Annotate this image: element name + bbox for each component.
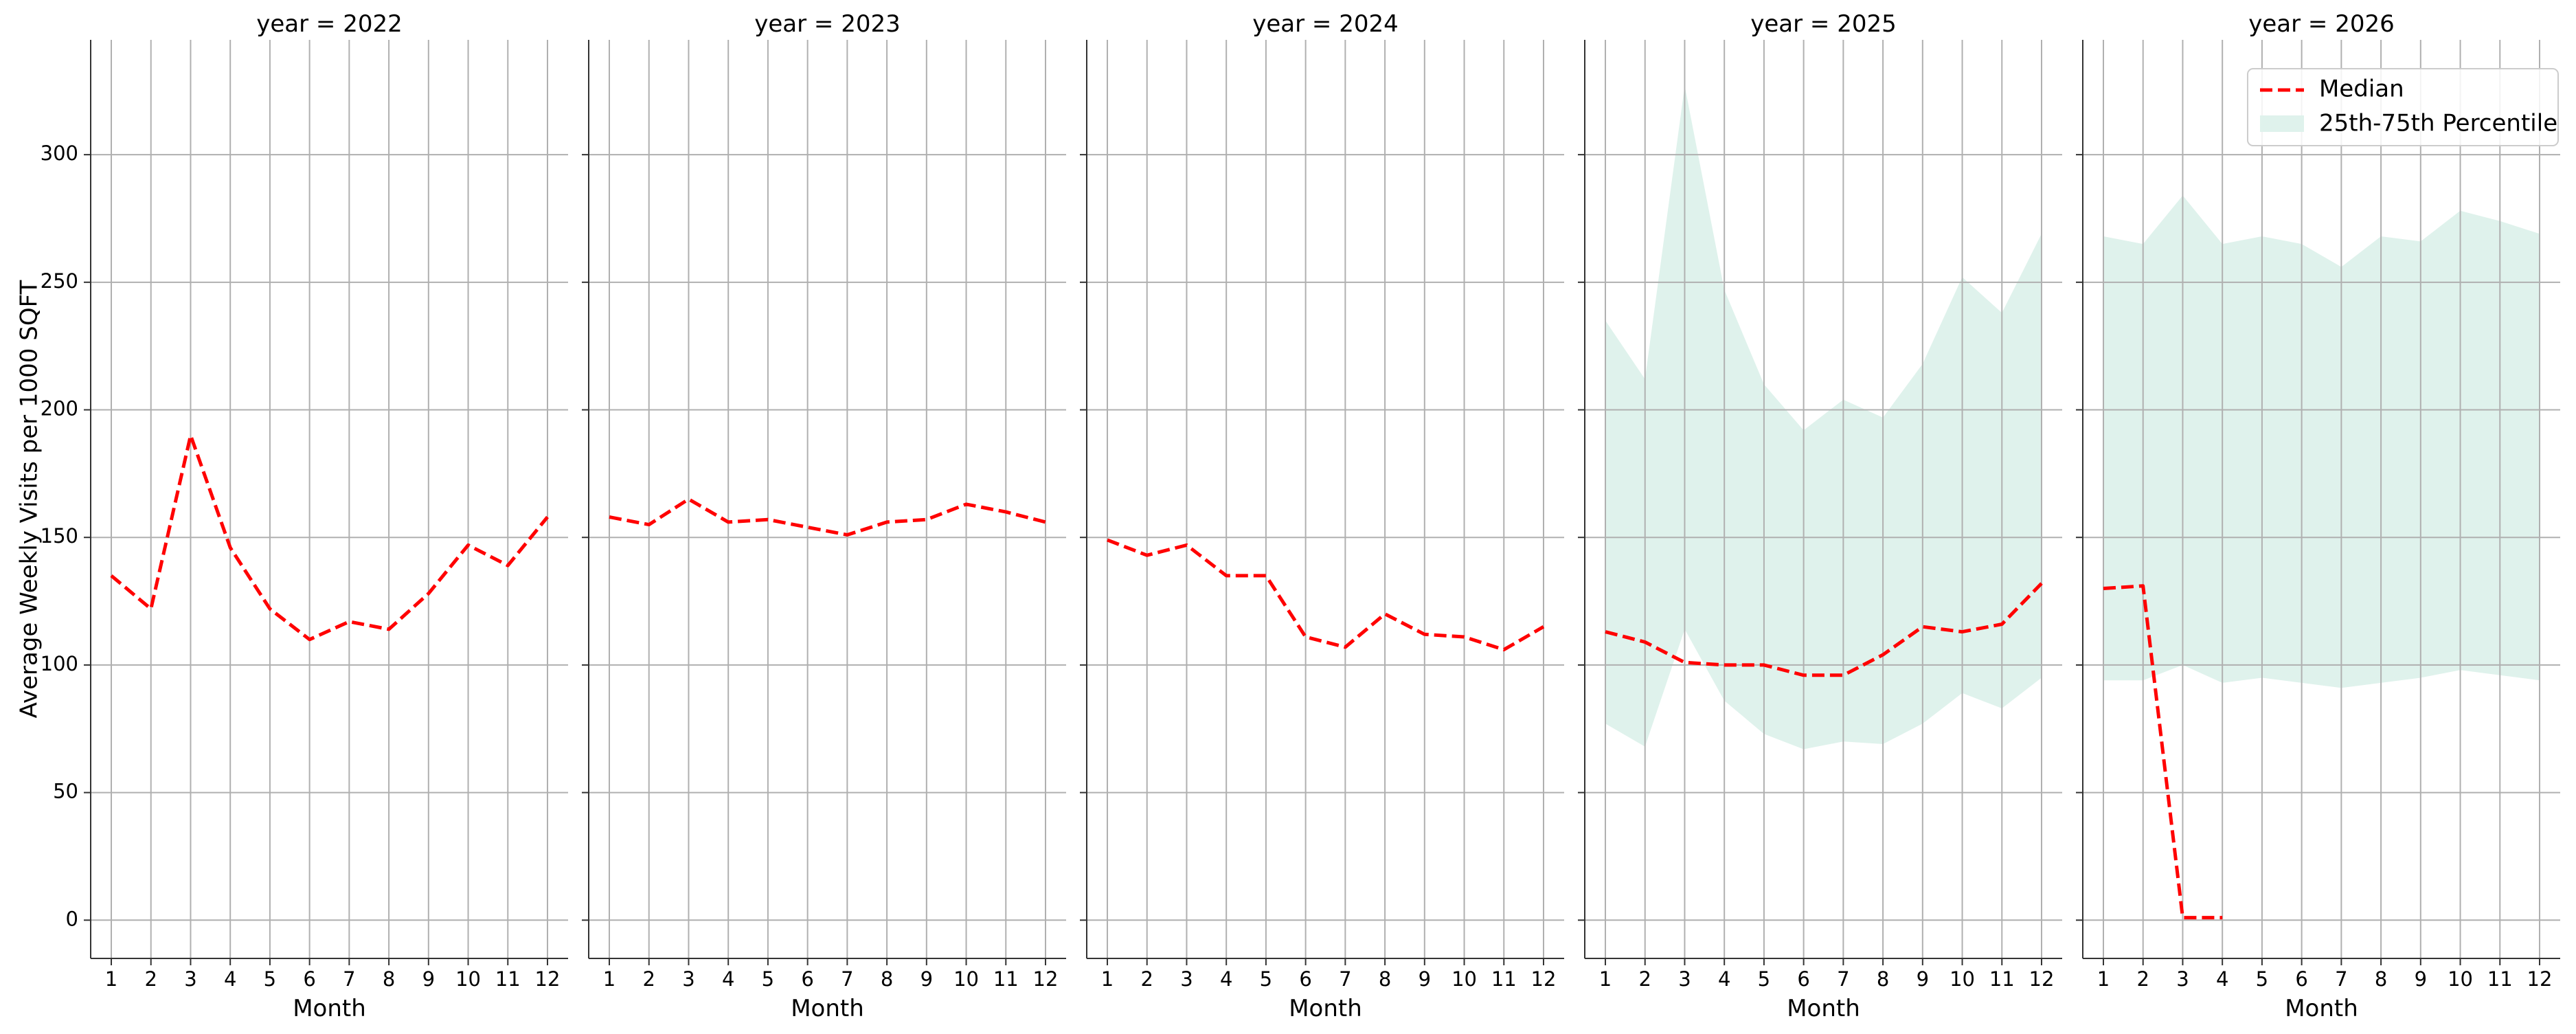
x-tick-label: 12 — [1033, 967, 1059, 991]
x-tick-label: 3 — [2176, 967, 2189, 991]
x-tick-label: 10 — [1451, 967, 1477, 991]
panel-title: year = 2024 — [1252, 10, 1398, 38]
x-tick-label: 2 — [643, 967, 655, 991]
x-tick-label: 12 — [2029, 967, 2055, 991]
x-tick-label: 1 — [2097, 967, 2110, 991]
panel-title: year = 2023 — [754, 10, 900, 38]
x-tick-label: 9 — [2415, 967, 2427, 991]
median-line — [609, 499, 1046, 535]
y-tick-label: 0 — [66, 907, 78, 930]
x-tick-label: 6 — [1797, 967, 1809, 991]
x-tick-label: 11 — [1989, 967, 2015, 991]
percentile-band — [2103, 196, 2540, 688]
x-tick-label: 1 — [1101, 967, 1114, 991]
x-tick-label: 2 — [1141, 967, 1153, 991]
legend-median-label: Median — [2319, 76, 2404, 103]
legend-band-label: 25th-75th Percentile — [2319, 110, 2557, 137]
x-tick-label: 5 — [2256, 967, 2268, 991]
x-tick-label: 4 — [224, 967, 236, 991]
x-tick-label: 7 — [841, 967, 853, 991]
legend: Median 25th-75th Percentile — [2248, 69, 2558, 146]
x-tick-label: 8 — [1877, 967, 1889, 991]
x-tick-label: 10 — [953, 967, 979, 991]
x-tick-label: 12 — [1531, 967, 1557, 991]
panel-title: year = 2025 — [1750, 10, 1896, 38]
x-tick-label: 10 — [455, 967, 481, 991]
x-tick-label: 7 — [2335, 967, 2347, 991]
x-tick-label: 5 — [1758, 967, 1770, 991]
x-tick-label: 12 — [535, 967, 561, 991]
x-tick-label: 7 — [1339, 967, 1351, 991]
x-axis-label: Month — [791, 995, 864, 1022]
x-tick-label: 11 — [993, 967, 1019, 991]
x-tick-label: 6 — [801, 967, 813, 991]
percentile-band — [1605, 86, 2042, 750]
x-tick-label: 4 — [1718, 967, 1730, 991]
x-tick-label: 1 — [105, 967, 117, 991]
x-axis-label: Month — [293, 995, 366, 1022]
x-tick-label: 8 — [1379, 967, 1391, 991]
x-tick-label: 9 — [920, 967, 933, 991]
x-tick-label: 6 — [2295, 967, 2307, 991]
x-tick-label: 5 — [264, 967, 276, 991]
x-axis-label: Month — [1289, 995, 1362, 1022]
y-tick-label: 250 — [41, 269, 78, 293]
legend-band-swatch — [2260, 115, 2304, 132]
x-tick-label: 7 — [343, 967, 355, 991]
x-axis-label: Month — [1787, 995, 1860, 1022]
y-tick-label: 50 — [53, 780, 78, 803]
x-tick-label: 11 — [1491, 967, 1517, 991]
x-tick-label: 8 — [383, 967, 395, 991]
x-tick-label: 8 — [2375, 967, 2387, 991]
x-tick-label: 4 — [1220, 967, 1232, 991]
x-tick-label: 3 — [1180, 967, 1193, 991]
x-tick-label: 8 — [881, 967, 893, 991]
x-tick-label: 10 — [1950, 967, 1975, 991]
x-tick-label: 6 — [1299, 967, 1311, 991]
panel-title: year = 2026 — [2248, 10, 2394, 38]
x-tick-label: 4 — [722, 967, 734, 991]
x-tick-label: 5 — [762, 967, 774, 991]
y-axis-label: Average Weekly Visits per 1000 SQFT — [16, 280, 43, 718]
x-axis-label: Month — [2285, 995, 2358, 1022]
y-tick-label: 200 — [41, 397, 78, 420]
x-tick-label: 6 — [303, 967, 315, 991]
x-tick-label: 3 — [1678, 967, 1691, 991]
x-tick-label: 1 — [1599, 967, 1612, 991]
x-tick-label: 2 — [2137, 967, 2149, 991]
x-tick-label: 3 — [184, 967, 196, 991]
x-tick-label: 7 — [1837, 967, 1849, 991]
x-tick-label: 4 — [2216, 967, 2228, 991]
x-tick-label: 2 — [145, 967, 157, 991]
x-tick-label: 9 — [1419, 967, 1431, 991]
median-line — [1107, 540, 1544, 650]
x-tick-label: 12 — [2527, 967, 2553, 991]
x-tick-label: 2 — [1639, 967, 1651, 991]
x-tick-label: 9 — [422, 967, 435, 991]
y-tick-label: 150 — [41, 524, 78, 548]
x-tick-label: 5 — [1260, 967, 1272, 991]
x-tick-label: 11 — [2487, 967, 2513, 991]
x-tick-label: 11 — [495, 967, 521, 991]
x-tick-label: 10 — [2448, 967, 2473, 991]
y-tick-label: 300 — [41, 142, 78, 165]
x-tick-label: 9 — [1917, 967, 1929, 991]
x-tick-label: 3 — [682, 967, 694, 991]
panel-title: year = 2022 — [256, 10, 402, 38]
x-tick-label: 1 — [603, 967, 615, 991]
y-tick-label: 100 — [41, 652, 78, 675]
